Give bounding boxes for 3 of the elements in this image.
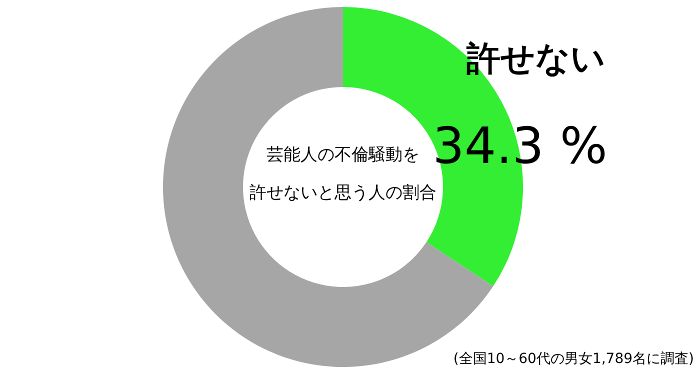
slice-label: 許せない bbox=[466, 39, 606, 79]
text: (全国10～60代の男女1,789名に調査) bbox=[453, 351, 694, 367]
text: 芸能人の不倫騒動を許せないと思う人の割合 bbox=[250, 145, 436, 203]
